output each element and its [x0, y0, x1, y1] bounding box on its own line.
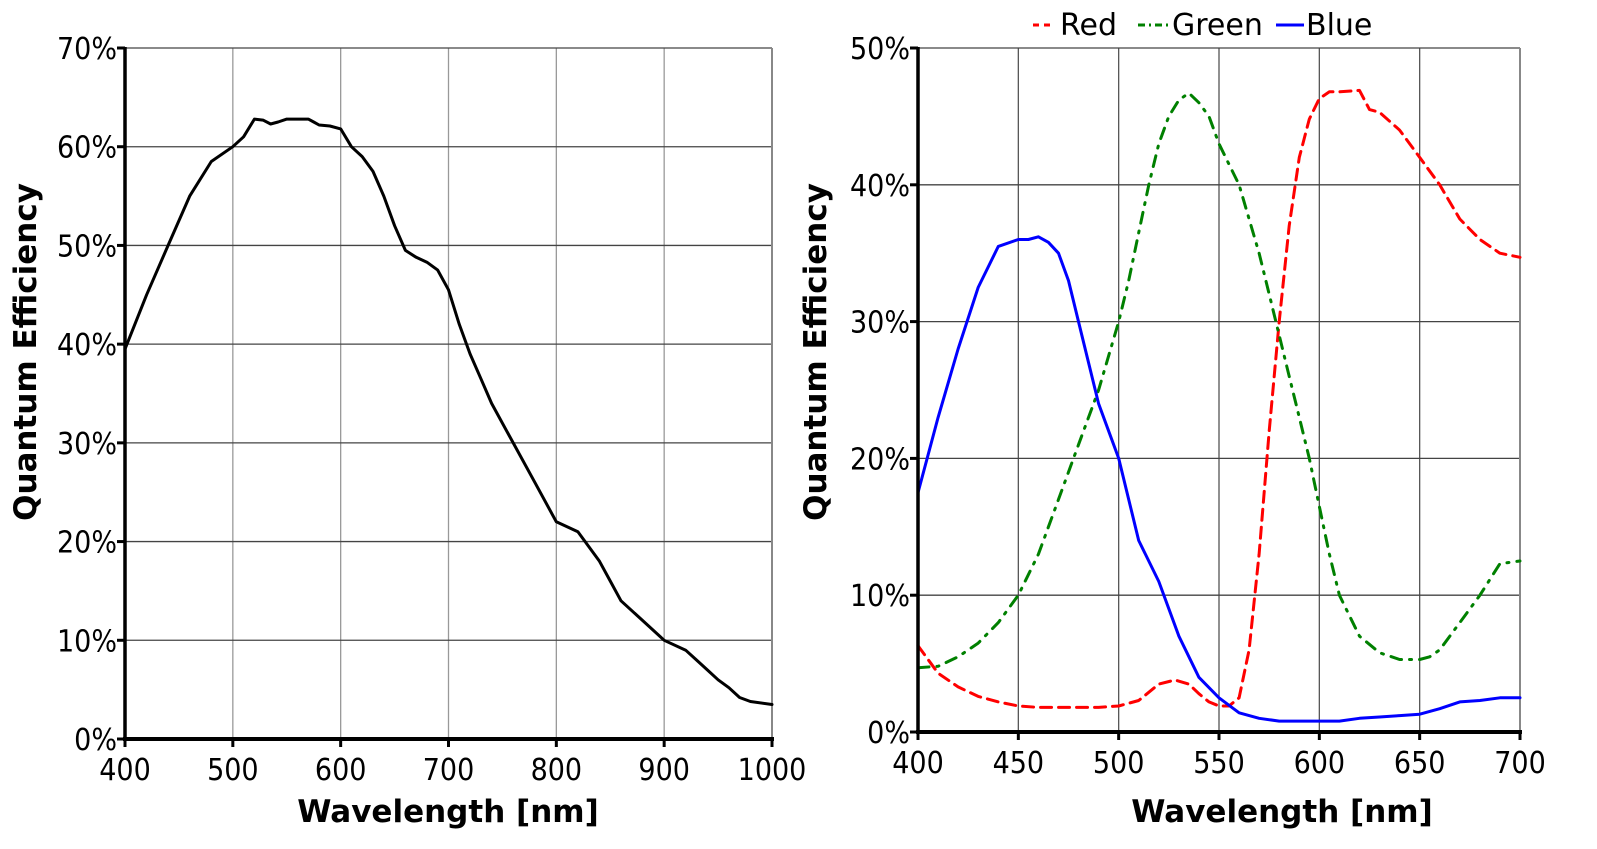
right-x-axis-label: Wavelength [nm] — [1131, 794, 1433, 830]
x-tick-label: 650 — [1394, 746, 1446, 781]
x-tick-label: 550 — [1193, 746, 1245, 781]
y-tick-label: 40% — [57, 328, 117, 363]
left-plot-gridlines — [125, 47, 773, 739]
x-tick-label: 800 — [531, 753, 583, 788]
x-tick-label: 450 — [993, 746, 1045, 781]
y-tick-label: 60% — [57, 131, 117, 166]
left-y-axis-label: Quantum Efficiency — [8, 183, 44, 521]
x-tick-label: 600 — [1294, 746, 1346, 781]
x-tick-label: 700 — [1494, 746, 1546, 781]
series-line-red — [916, 88, 1522, 709]
legend-green-label: Green — [1172, 8, 1263, 43]
legend-red-label: Red — [1060, 8, 1117, 43]
y-tick-label: 50% — [57, 229, 117, 264]
right-plot-axes — [910, 46, 1522, 740]
y-tick-label: 50% — [850, 32, 910, 67]
left-plot-tick-labels: 400 500 600 700 800 900 1000 0% 10% 20% 30% 40% 50% 6… — [57, 32, 806, 788]
right-plot: 400 450 500 550 600 650 700 0% 10% 20% 30% 40% 50% W… — [798, 8, 1546, 830]
x-tick-label: 500 — [207, 753, 259, 788]
x-tick-label: 600 — [315, 753, 367, 788]
left-x-axis-label: Wavelength [nm] — [297, 794, 599, 830]
x-tick-label: 500 — [1093, 746, 1145, 781]
right-plot-gridlines — [918, 47, 1521, 732]
legend-blue-label: Blue — [1306, 8, 1372, 43]
y-tick-label: 10% — [850, 579, 910, 614]
x-tick-label: 900 — [638, 753, 690, 788]
legend: Red Green Blue — [1033, 8, 1372, 43]
right-plot-tick-labels: 400 450 500 550 600 650 700 0% 10% 20% 30% 40% 50% — [850, 32, 1546, 781]
y-tick-label: 0% — [74, 723, 117, 758]
right-y-axis-label: Quantum Efficiency — [798, 183, 834, 521]
left-plot: 400 500 600 700 800 900 1000 0% 10% 20% 30% 40% 50% 6… — [8, 32, 806, 830]
y-tick-label: 30% — [57, 427, 117, 462]
y-tick-label: 40% — [850, 169, 910, 204]
series-line-blue — [916, 235, 1522, 723]
x-tick-label: 700 — [423, 753, 475, 788]
right-plot-series — [916, 88, 1522, 723]
y-tick-label: 30% — [850, 306, 910, 341]
left-plot-series — [123, 117, 774, 706]
x-tick-label: 400 — [99, 753, 151, 788]
y-tick-label: 20% — [57, 526, 117, 561]
x-tick-label: 400 — [892, 746, 944, 781]
y-tick-label: 20% — [850, 442, 910, 477]
series-line-mono — [123, 117, 774, 706]
left-plot-axes — [117, 46, 774, 747]
y-tick-label: 0% — [867, 716, 910, 751]
series-line-green — [916, 91, 1522, 670]
y-tick-label: 10% — [57, 624, 117, 659]
y-tick-label: 70% — [57, 32, 117, 67]
x-tick-label: 1000 — [738, 753, 807, 788]
